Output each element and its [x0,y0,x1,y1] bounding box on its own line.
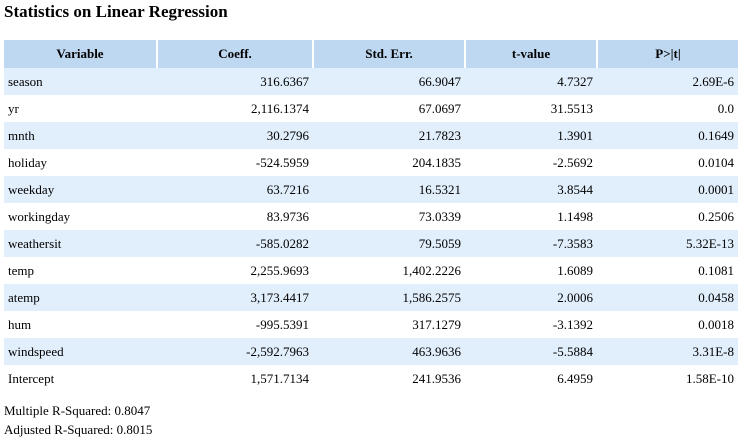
cell-variable: holiday [4,149,157,176]
cell-std-err: 16.5321 [313,176,465,203]
cell-variable: windspeed [4,338,157,365]
cell-coeff: -995.5391 [157,311,313,338]
cell-t-value: -2.5692 [465,149,597,176]
adjusted-r-squared-text: Adjusted R-Squared: 0.8015 [4,422,153,437]
cell-variable: atemp [4,284,157,311]
cell-p-value: 0.1649 [597,122,738,149]
column-header-t-value: t-value [465,40,598,68]
cell-coeff: -2,592.7963 [157,338,313,365]
table-row: temp 2,255.9693 1,402.2226 1.6089 0.1081 [4,257,738,284]
cell-t-value: 3.8544 [465,176,597,203]
cell-t-value: 4.7327 [465,68,597,95]
cell-t-value: -5.5884 [465,338,597,365]
cell-t-value: 31.5513 [465,95,597,122]
table-row: mnth 30.2796 21.7823 1.3901 0.1649 [4,122,738,149]
cell-std-err: 67.0697 [313,95,465,122]
cell-variable: hum [4,311,157,338]
table-row: Intercept 1,571.7134 241.9536 6.4959 1.58E-1… [4,365,738,392]
cell-variable: season [4,68,157,95]
cell-std-err: 317.1279 [313,311,465,338]
cell-p-value: 2.69E-6 [597,68,738,95]
table-body: season 316.6367 66.9047 4.7327 2.69E-6 yr 2,11… [4,68,738,392]
regression-table: Variable Coeff. Std. Err. t-value P>|t| … [4,40,738,392]
cell-coeff: -585.0282 [157,230,313,257]
cell-std-err: 204.1835 [313,149,465,176]
cell-coeff: 83.9736 [157,203,313,230]
cell-coeff: 2,255.9693 [157,257,313,284]
column-header-coeff: Coeff. [157,40,314,68]
cell-p-value: 5.32E-13 [597,230,738,257]
cell-variable: weekday [4,176,157,203]
cell-variable: workingday [4,203,157,230]
cell-t-value: -3.1392 [465,311,597,338]
table-header-row: Variable Coeff. Std. Err. t-value P>|t| [4,40,738,68]
cell-p-value: 1.58E-10 [597,365,738,392]
cell-p-value: 3.31E-8 [597,338,738,365]
table-row: windspeed -2,592.7963 463.9636 -5.5884 3.31E… [4,338,738,365]
column-header-std-err: Std. Err. [313,40,466,68]
cell-std-err: 1,402.2226 [313,257,465,284]
cell-coeff: 3,173.4417 [157,284,313,311]
cell-t-value: 1.1498 [465,203,597,230]
cell-variable: Intercept [4,365,157,392]
cell-coeff: 63.7216 [157,176,313,203]
table-row: weekday 63.7216 16.5321 3.8544 0.0001 [4,176,738,203]
cell-coeff: 30.2796 [157,122,313,149]
table-row: weathersit -585.0282 79.5059 -7.3583 5.32E-1… [4,230,738,257]
cell-p-value: 0.0018 [597,311,738,338]
cell-coeff: 2,116.1374 [157,95,313,122]
column-header-variable: Variable [4,40,158,68]
cell-std-err: 21.7823 [313,122,465,149]
cell-t-value: 1.6089 [465,257,597,284]
table-row: holiday -524.5959 204.1835 -2.5692 0.0104 [4,149,738,176]
cell-coeff: -524.5959 [157,149,313,176]
cell-variable: yr [4,95,157,122]
cell-std-err: 241.9536 [313,365,465,392]
table-row: atemp 3,173.4417 1,586.2575 2.0006 0.0458 [4,284,738,311]
cell-p-value: 0.0104 [597,149,738,176]
cell-std-err: 73.0339 [313,203,465,230]
cell-p-value: 0.0001 [597,176,738,203]
cell-variable: temp [4,257,157,284]
table-row: hum -995.5391 317.1279 -3.1392 0.0018 [4,311,738,338]
cell-t-value: 2.0006 [465,284,597,311]
cell-variable: weathersit [4,230,157,257]
cell-t-value: 6.4959 [465,365,597,392]
cell-coeff: 1,571.7134 [157,365,313,392]
table-row: yr 2,116.1374 67.0697 31.5513 0.0 [4,95,738,122]
cell-std-err: 66.9047 [313,68,465,95]
page-title: Statistics on Linear Regression [4,2,228,21]
cell-t-value: 1.3901 [465,122,597,149]
table-row: workingday 83.9736 73.0339 1.1498 0.2506 [4,203,738,230]
cell-std-err: 463.9636 [313,338,465,365]
column-header-p-value: P>|t| [597,40,738,68]
cell-std-err: 79.5059 [313,230,465,257]
cell-p-value: 0.0 [597,95,738,122]
cell-p-value: 0.1081 [597,257,738,284]
cell-coeff: 316.6367 [157,68,313,95]
r-squared-text: Multiple R-Squared: 0.8047 [4,403,151,418]
cell-std-err: 1,586.2575 [313,284,465,311]
table-row: season 316.6367 66.9047 4.7327 2.69E-6 [4,68,738,95]
cell-p-value: 0.2506 [597,203,738,230]
cell-p-value: 0.0458 [597,284,738,311]
cell-t-value: -7.3583 [465,230,597,257]
cell-variable: mnth [4,122,157,149]
